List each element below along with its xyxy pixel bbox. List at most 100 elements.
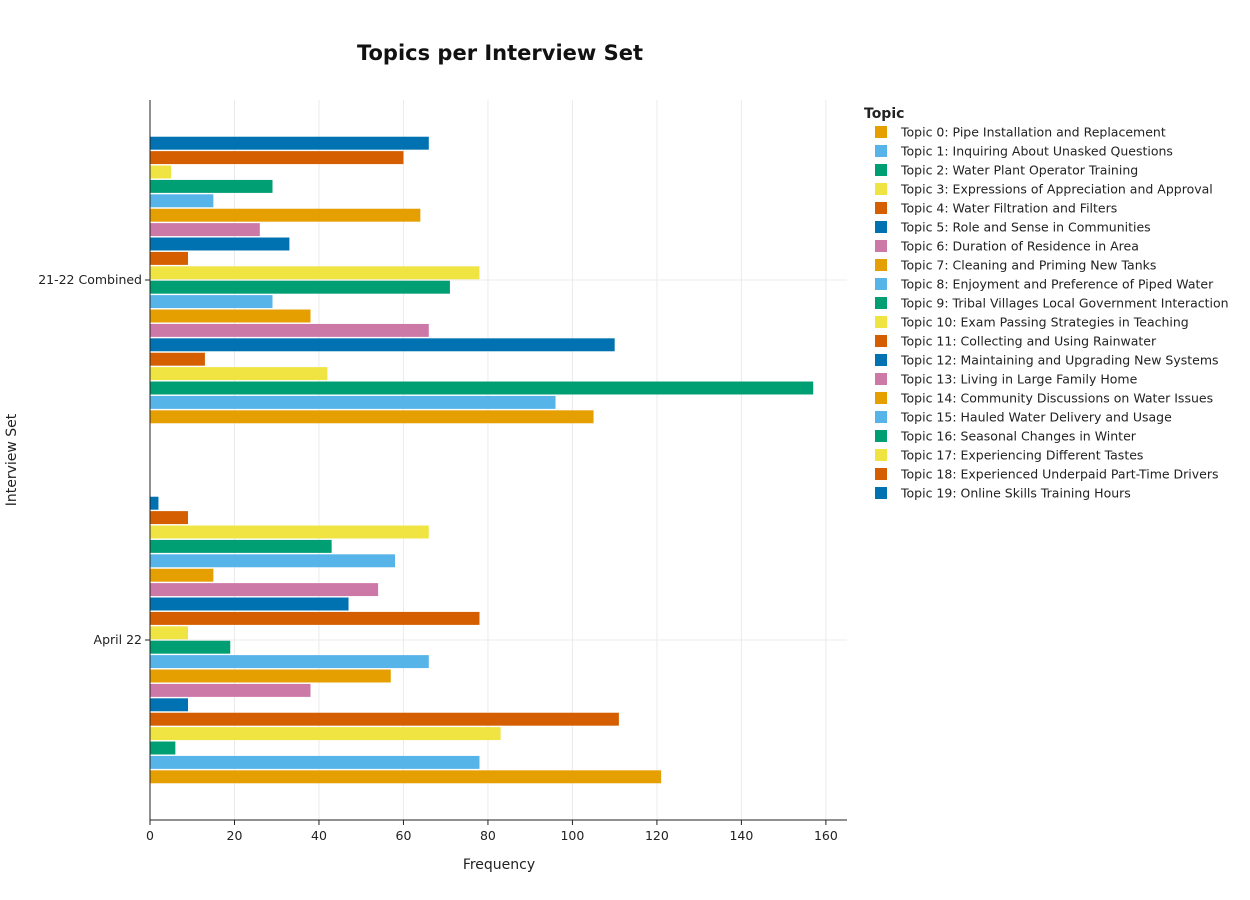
bar	[150, 194, 214, 208]
bar	[150, 611, 480, 625]
x-tick-label: 120	[645, 828, 669, 843]
bar	[150, 237, 290, 251]
bar	[150, 712, 619, 726]
bar	[150, 165, 172, 179]
legend-label: Topic 12: Maintaining and Upgrading New …	[900, 353, 1219, 368]
legend-swatch	[875, 392, 887, 404]
legend-item[interactable]: Topic 13: Living in Large Family Home	[875, 372, 1138, 387]
legend-title: Topic	[864, 106, 904, 122]
bar	[150, 496, 159, 510]
legend-item[interactable]: Topic 10: Exam Passing Strategies in Tea…	[875, 315, 1189, 330]
legend-label: Topic 15: Hauled Water Delivery and Usag…	[900, 410, 1172, 425]
legend-swatch	[875, 335, 887, 347]
gridlines	[150, 100, 847, 820]
legend-item[interactable]: Topic 2: Water Plant Operator Training	[875, 163, 1138, 178]
x-axis-title: Frequency	[463, 857, 535, 873]
bar	[150, 410, 594, 424]
legend-label: Topic 0: Pipe Installation and Replaceme…	[900, 125, 1166, 140]
bar	[150, 367, 328, 381]
legend-item[interactable]: Topic 12: Maintaining and Upgrading New …	[875, 353, 1219, 368]
bar	[150, 223, 260, 237]
x-tick-label: 80	[480, 828, 496, 843]
legend-swatch	[875, 202, 887, 214]
legend-swatch	[875, 430, 887, 442]
legend-item[interactable]: Topic 7: Cleaning and Priming New Tanks	[875, 258, 1156, 273]
bar	[150, 683, 311, 697]
bar	[150, 208, 421, 222]
legend-label: Topic 5: Role and Sense in Communities	[900, 220, 1151, 235]
legend-label: Topic 1: Inquiring About Unasked Questio…	[900, 144, 1173, 159]
x-tick-label: 0	[146, 828, 154, 843]
x-tick-label: 160	[814, 828, 838, 843]
bar	[150, 395, 556, 409]
y-tick-label: April 22	[94, 632, 142, 647]
legend-swatch	[875, 259, 887, 271]
legend-swatch	[875, 449, 887, 461]
legend-item[interactable]: Topic 9: Tribal Villages Local Governmen…	[875, 296, 1229, 311]
bar	[150, 755, 480, 769]
legend-label: Topic 4: Water Filtration and Filters	[900, 201, 1117, 216]
legend-item[interactable]: Topic 15: Hauled Water Delivery and Usag…	[875, 410, 1172, 425]
legend-item[interactable]: Topic 16: Seasonal Changes in Winter	[875, 429, 1137, 444]
legend-item[interactable]: Topic 14: Community Discussions on Water…	[875, 391, 1213, 406]
bar	[150, 151, 404, 165]
axes: 0 20 40 60 80 100 120 140 160 April 22 21-22 Combi…	[38, 100, 847, 843]
legend-label: Topic 7: Cleaning and Priming New Tanks	[900, 258, 1156, 273]
legend-item[interactable]: Topic 19: Online Skills Training Hours	[875, 486, 1131, 501]
legend-label: Topic 3: Expressions of Appreciation and…	[900, 182, 1213, 197]
legend-swatch	[875, 221, 887, 233]
legend-swatch	[875, 468, 887, 480]
legend-item[interactable]: Topic 8: Enjoyment and Preference of Pip…	[875, 277, 1214, 292]
bar	[150, 554, 396, 568]
legend-item[interactable]: Topic 1: Inquiring About Unasked Questio…	[875, 144, 1173, 159]
legend-label: Topic 9: Tribal Villages Local Governmen…	[900, 296, 1229, 311]
legend-item[interactable]: Topic 5: Role and Sense in Communities	[875, 220, 1151, 235]
bar	[150, 338, 615, 352]
legend-label: Topic 13: Living in Large Family Home	[900, 372, 1138, 387]
bar	[150, 640, 231, 654]
legend-item[interactable]: Topic 4: Water Filtration and Filters	[875, 201, 1117, 216]
legend-swatch	[875, 145, 887, 157]
bar	[150, 251, 189, 265]
legend-swatch	[875, 278, 887, 290]
bar	[150, 381, 814, 395]
legend-swatch	[875, 316, 887, 328]
legend-item[interactable]: Topic 18: Experienced Underpaid Part-Tim…	[875, 467, 1219, 482]
bar	[150, 352, 205, 366]
legend-swatch	[875, 411, 887, 423]
bar	[150, 597, 349, 611]
legend-swatch	[875, 297, 887, 309]
bar	[150, 568, 214, 582]
bar	[150, 770, 662, 784]
bar	[150, 511, 189, 525]
legend-swatch	[875, 373, 887, 385]
legend-label: Topic 8: Enjoyment and Preference of Pip…	[900, 277, 1214, 292]
legend-label: Topic 11: Collecting and Using Rainwater	[900, 334, 1157, 349]
bar	[150, 280, 450, 294]
bar	[150, 727, 501, 741]
x-tick-label: 20	[227, 828, 243, 843]
legend-swatch	[875, 487, 887, 499]
legend-label: Topic 16: Seasonal Changes in Winter	[900, 429, 1137, 444]
bar	[150, 179, 273, 193]
legend: Topic Topic 0: Pipe Installation and Rep…	[864, 106, 1229, 501]
y-tick-label: 21-22 Combined	[38, 272, 142, 287]
bar	[150, 626, 189, 640]
legend-swatch	[875, 164, 887, 176]
legend-label: Topic 2: Water Plant Operator Training	[900, 163, 1138, 178]
bar	[150, 323, 429, 337]
legend-item[interactable]: Topic 0: Pipe Installation and Replaceme…	[875, 125, 1166, 140]
legend-item[interactable]: Topic 6: Duration of Residence in Area	[875, 239, 1139, 254]
legend-item[interactable]: Topic 11: Collecting and Using Rainwater	[875, 334, 1157, 349]
legend-label: Topic 19: Online Skills Training Hours	[900, 486, 1131, 501]
x-tick-label: 40	[311, 828, 327, 843]
x-tick-label: 60	[396, 828, 412, 843]
legend-label: Topic 14: Community Discussions on Water…	[900, 391, 1213, 406]
legend-label: Topic 10: Exam Passing Strategies in Tea…	[900, 315, 1189, 330]
legend-item[interactable]: Topic 17: Experiencing Different Tastes	[875, 448, 1143, 463]
chart-title: Topics per Interview Set	[357, 41, 643, 65]
legend-item[interactable]: Topic 3: Expressions of Appreciation and…	[875, 182, 1213, 197]
bar	[150, 583, 379, 597]
bar	[150, 525, 429, 539]
